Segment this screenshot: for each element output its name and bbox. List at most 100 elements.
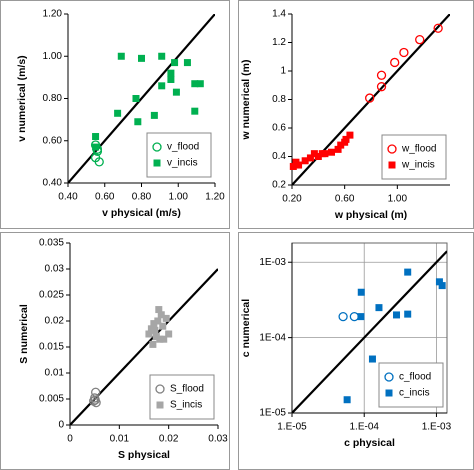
- point: [346, 131, 354, 139]
- y-tick-label: 0.035: [39, 238, 64, 249]
- y-tick-label: 0.02: [45, 316, 65, 327]
- x-tick-label: 0.03: [208, 434, 228, 445]
- point: [158, 52, 166, 60]
- point: [376, 70, 387, 80]
- point: [167, 75, 175, 83]
- y-tick-label: 0.60: [43, 135, 63, 146]
- point: [328, 148, 335, 156]
- x-axis-title: v physical (m/s): [102, 207, 181, 219]
- point: [151, 326, 159, 334]
- legend-label: S_incis: [170, 400, 202, 411]
- point: [289, 162, 297, 170]
- y-tick-label: 0.8: [272, 94, 286, 105]
- y-tick-label: 1E-03: [259, 257, 286, 268]
- point: [167, 69, 175, 77]
- point: [196, 80, 204, 88]
- point: [171, 59, 179, 67]
- point: [404, 310, 412, 318]
- point: [404, 268, 412, 276]
- legend-marker: [387, 144, 397, 154]
- legend-box: [146, 132, 212, 178]
- point: [393, 311, 401, 319]
- legend-marker: [385, 389, 393, 397]
- point: [357, 313, 365, 321]
- legend-label: S_flood: [170, 384, 204, 395]
- point: [334, 145, 342, 153]
- point: [368, 355, 376, 363]
- point: [314, 153, 322, 160]
- y-axis-title: v numerical (m/s): [16, 55, 28, 141]
- point: [191, 107, 199, 115]
- x-axis-title: w physical (m): [334, 209, 407, 221]
- legend-marker: [156, 401, 164, 409]
- point: [433, 23, 443, 33]
- point: [365, 93, 375, 103]
- point: [399, 47, 409, 58]
- point: [337, 141, 345, 149]
- point: [159, 322, 167, 330]
- point: [376, 82, 387, 92]
- point: [415, 35, 425, 45]
- x-tick-label: 0.60: [335, 194, 355, 205]
- point: [318, 150, 326, 158]
- point: [162, 314, 170, 322]
- point: [438, 282, 446, 290]
- legend-label: v_incis: [167, 158, 198, 169]
- legend-marker: [153, 159, 161, 167]
- legend-marker: [384, 372, 394, 382]
- x-tick-label: 0.20: [282, 194, 302, 205]
- y-tick-label: 1.20: [43, 9, 63, 20]
- point: [165, 330, 173, 338]
- legend-label: w_incis: [401, 160, 435, 171]
- legend-label: c_flood: [399, 372, 431, 383]
- y-tick-label: 0: [58, 420, 64, 431]
- legend-label: w_flood: [401, 144, 436, 155]
- y-axis-title: w numerical (m): [240, 60, 252, 141]
- x-tick-label: 1.E-03: [422, 422, 452, 433]
- point: [156, 335, 164, 343]
- point: [172, 88, 180, 96]
- point: [191, 80, 199, 88]
- x-tick-label: 0.60: [95, 192, 115, 203]
- x-tick-label: 1.00: [169, 192, 189, 203]
- legend-box: [149, 374, 215, 420]
- x-tick-label: 1.20: [205, 192, 225, 203]
- point: [154, 317, 162, 325]
- point: [90, 395, 100, 405]
- y-tick-label: 0.005: [39, 394, 64, 405]
- point: [158, 82, 166, 90]
- point: [349, 311, 360, 322]
- point: [155, 306, 163, 314]
- point: [149, 340, 157, 348]
- y-tick-label: 0.6: [272, 123, 286, 134]
- y-tick-label: 0.015: [39, 342, 64, 353]
- point: [92, 133, 100, 141]
- x-tick-label: 1.E-04: [349, 422, 379, 433]
- x-axis-title: S physical: [118, 449, 170, 461]
- x-tick-label: 0.80: [132, 192, 152, 203]
- y-tick-label: 1.4: [272, 9, 286, 20]
- point: [310, 150, 318, 158]
- point: [92, 143, 100, 151]
- point: [132, 95, 140, 102]
- y-tick-label: 1E-05: [259, 408, 286, 419]
- point: [338, 311, 348, 322]
- y-tick-label: 0.03: [45, 264, 65, 275]
- x-tick-label: 1.00: [388, 194, 408, 205]
- y-tick-label: 1: [280, 66, 286, 77]
- legend-box: [378, 362, 444, 408]
- x-tick-label: 0.01: [110, 434, 130, 445]
- point: [343, 396, 351, 404]
- x-tick-label: 0.40: [58, 192, 78, 203]
- y-axis-title: S numerical: [18, 304, 30, 364]
- point: [306, 154, 314, 162]
- point: [94, 157, 104, 167]
- point: [138, 54, 145, 62]
- plot-area: [292, 250, 447, 413]
- legend-marker: [388, 161, 396, 169]
- point: [89, 396, 99, 406]
- point: [183, 59, 191, 67]
- legend-label: v_flood: [167, 142, 199, 153]
